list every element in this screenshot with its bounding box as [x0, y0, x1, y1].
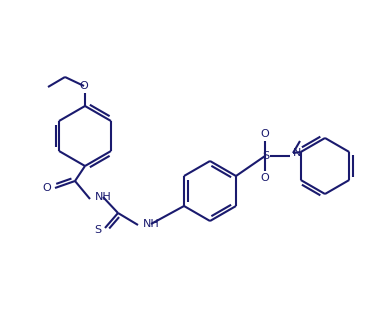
Text: S: S — [262, 151, 270, 161]
Text: NH: NH — [95, 192, 112, 202]
Text: O: O — [80, 81, 88, 91]
Text: N: N — [293, 148, 301, 158]
Text: O: O — [261, 173, 269, 183]
Text: O: O — [261, 129, 269, 139]
Text: O: O — [43, 183, 51, 193]
Text: S: S — [94, 225, 102, 235]
Text: NH: NH — [143, 219, 160, 229]
